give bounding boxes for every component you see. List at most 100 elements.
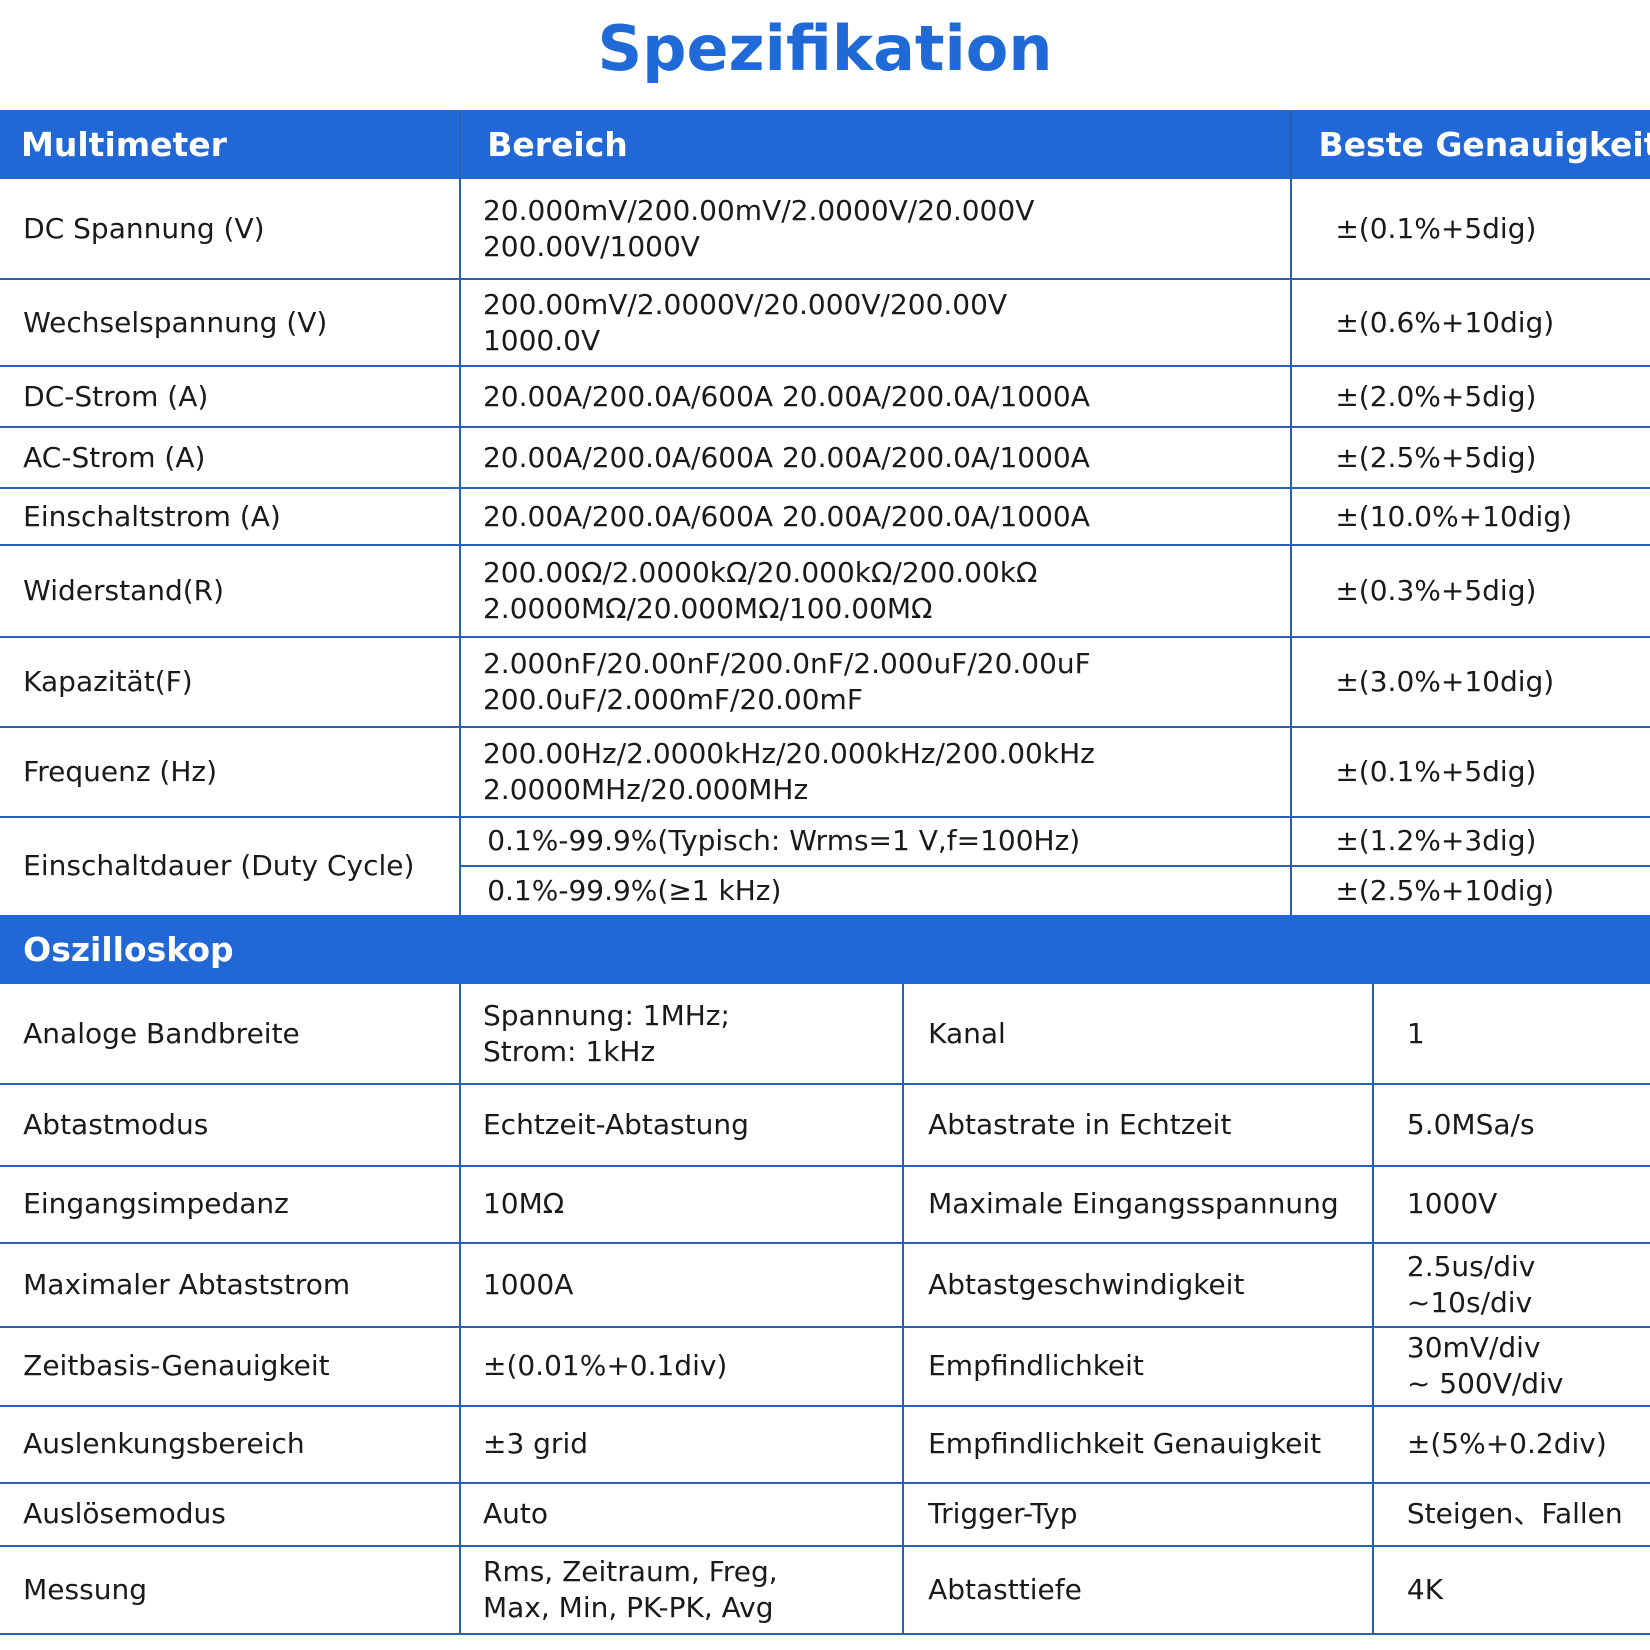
cell-text: Maximaler Abtaststrom xyxy=(23,1267,351,1301)
column-border xyxy=(1372,1405,1375,1483)
cell-text: Abtasttiefe xyxy=(928,1573,1082,1606)
column-border xyxy=(901,1242,904,1327)
cell-text: 1000V xyxy=(1406,1187,1498,1221)
column-border xyxy=(901,1165,904,1243)
table-cell: 1 xyxy=(1373,984,1650,1084)
column-border xyxy=(1372,1482,1375,1546)
row-border xyxy=(459,865,1650,868)
header-bar xyxy=(0,915,1650,984)
table-cell: Rms, Zeitraum, Freg, Max, Min, PK-PK, Avg xyxy=(460,1546,903,1634)
table-cell: ±(0.01%+0.1div) xyxy=(460,1327,903,1406)
table-cell: Abtastrate in Echtzeit xyxy=(903,1084,1373,1166)
cell-text: ±(2.0%+5dig) xyxy=(1335,379,1537,413)
table-cell: ±(1.2%+3dig) xyxy=(1291,817,1650,866)
column-border xyxy=(1290,110,1293,179)
column-border xyxy=(1290,427,1293,489)
column-border xyxy=(458,1083,461,1166)
cell-text: ±3 grid xyxy=(482,1427,588,1461)
cell-text: 1000A xyxy=(482,1267,574,1301)
table-cell: Einschaltstrom (A) xyxy=(0,488,460,545)
column-border xyxy=(458,1545,461,1635)
cell-text: Auslenkungsbereich xyxy=(23,1427,305,1461)
cell-text: Abtastmodus xyxy=(23,1107,209,1141)
cell-text: Maximale Eingangsspannung xyxy=(928,1187,1339,1221)
row-border xyxy=(0,277,1650,280)
cell-text: ±(2.5%+10dig) xyxy=(1335,873,1555,907)
table-cell: Kanal xyxy=(903,984,1373,1084)
table-cell: Einschaltdauer (Duty Cycle) xyxy=(0,817,460,916)
table-cell: 1000V xyxy=(1373,1166,1650,1243)
row-border xyxy=(0,365,1650,368)
column-border xyxy=(458,983,461,1084)
cell-text: ±(1.2%+3dig) xyxy=(1335,824,1537,858)
column-border xyxy=(458,1242,461,1327)
table-cell: 0.1%-99.9%(≥1 kHz) xyxy=(460,866,1291,915)
cell-text: AC-Strom (A) xyxy=(23,440,206,474)
cell-text: Trigger-Typ xyxy=(928,1497,1078,1531)
cell-text: 20.00A/200.0A/600A 20.00A/200.0A/1000A xyxy=(482,379,1090,413)
cell-text: 20.00A/200.0A/600A 20.00A/200.0A/1000A xyxy=(482,499,1090,533)
table-cell: ±(0.1%+5dig) xyxy=(1291,179,1650,279)
table-cell: 200.00Hz/2.0000kHz/20.000kHz/200.00kHz 2.… xyxy=(460,727,1291,816)
column-border xyxy=(901,1482,904,1546)
table-cell: Oszilloskop xyxy=(0,915,1650,983)
table-cell: Beste Genauigkeit xyxy=(1291,110,1650,178)
row-border xyxy=(0,1241,1650,1244)
cell-text: ±(5%+0.2div) xyxy=(1406,1427,1607,1461)
cell-text: ±(0.3%+5dig) xyxy=(1335,573,1537,607)
table-cell: Auto xyxy=(460,1483,903,1546)
cell-text: Spannung: 1MHz; xyxy=(482,998,730,1032)
row-border xyxy=(0,815,1650,818)
column-border xyxy=(458,1405,461,1483)
cell-text: Einschaltdauer (Duty Cycle) xyxy=(23,849,415,883)
column-border xyxy=(1290,178,1293,279)
header-bar xyxy=(0,110,1650,179)
cell-text: Rms, Zeitraum, Freg, xyxy=(482,1555,778,1588)
table-cell: Abtastmodus xyxy=(0,1084,460,1166)
table-cell: DC Spannung (V) xyxy=(0,179,460,279)
column-border xyxy=(458,636,461,728)
cell-text: 20.00A/200.0A/600A 20.00A/200.0A/1000A xyxy=(482,440,1090,474)
column-border xyxy=(458,427,461,489)
cell-text: 4K xyxy=(1406,1573,1444,1606)
table-cell: Frequenz (Hz) xyxy=(0,727,460,816)
cell-text: DC-Strom (A) xyxy=(23,379,209,413)
column-border xyxy=(901,1326,904,1406)
cell-text: 30mV/div xyxy=(1406,1331,1541,1365)
cell-text: Multimeter xyxy=(21,124,227,164)
table-cell: Multimeter xyxy=(0,110,460,178)
column-border xyxy=(1290,366,1293,428)
column-border xyxy=(458,488,461,546)
cell-text: Kapazität(F) xyxy=(23,664,193,698)
cell-text: 1000.0V xyxy=(482,323,601,357)
cell-text: Beste Genauigkeit xyxy=(1318,124,1650,164)
cell-text: Zeitbasis-Genauigkeit xyxy=(23,1349,330,1383)
row-border xyxy=(0,487,1650,490)
cell-text: 200.00Hz/2.0000kHz/20.000kHz/200.00kHz xyxy=(482,736,1095,770)
column-border xyxy=(901,983,904,1084)
table-cell: Maximaler Abtaststrom xyxy=(0,1243,460,1327)
table-cell: Trigger-Typ xyxy=(903,1483,1373,1546)
column-border xyxy=(1290,816,1293,916)
column-border xyxy=(458,278,461,367)
column-border xyxy=(458,545,461,637)
cell-text: Abtastgeschwindigkeit xyxy=(928,1267,1245,1301)
cell-text: DC Spannung (V) xyxy=(23,211,265,245)
table-cell: ±(0.6%+10dig) xyxy=(1291,279,1650,366)
table-cell: ±(3.0%+10dig) xyxy=(1291,637,1650,727)
column-border xyxy=(458,816,461,916)
table-cell: 10MΩ xyxy=(460,1166,903,1243)
row-border xyxy=(0,1404,1650,1407)
cell-text: Auto xyxy=(482,1497,548,1531)
cell-text: Kanal xyxy=(928,1016,1006,1050)
page-title: Spezifikation xyxy=(597,12,1053,85)
table-cell: 20.00A/200.0A/600A 20.00A/200.0A/1000A xyxy=(460,366,1291,427)
table-cell: 1000A xyxy=(460,1243,903,1327)
table-cell: 200.00mV/2.0000V/20.000V/200.00V 1000.0V xyxy=(460,279,1291,366)
cell-text: Eingangsimpedanz xyxy=(23,1187,289,1221)
table-cell: Bereich xyxy=(460,110,1291,178)
cell-text: Messung xyxy=(23,1573,147,1606)
column-border xyxy=(1372,1083,1375,1166)
cell-text: 2.5us/div xyxy=(1406,1249,1536,1283)
